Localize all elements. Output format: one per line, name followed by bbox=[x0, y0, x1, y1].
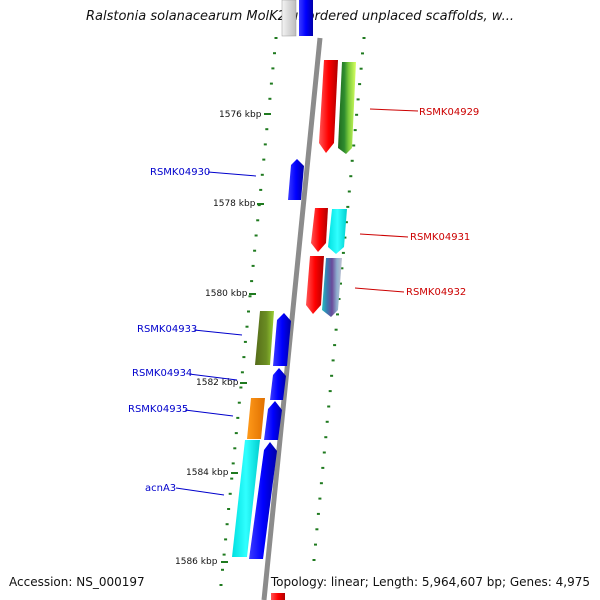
gene-partial-bottom bbox=[271, 593, 285, 600]
gene-arrow-rsmk04935[interactable] bbox=[247, 398, 282, 440]
gene-label-rsmk04933[interactable]: RSMK04933 bbox=[137, 324, 197, 335]
scale-label-1576: 1576 kbp bbox=[219, 110, 262, 120]
topology-text: Topology: linear; Length: 5,964,607 bp; … bbox=[270, 575, 590, 589]
scale-ticks bbox=[221, 113, 271, 563]
scale-label-1586: 1586 kbp bbox=[175, 557, 218, 567]
gene-label-rsmk04932[interactable]: RSMK04932 bbox=[406, 287, 466, 298]
gene-partial-top bbox=[281, 0, 313, 37]
gene-label-rsmk04934[interactable]: RSMK04934 bbox=[132, 368, 192, 379]
left-tick-track bbox=[219, 37, 278, 586]
right-tick-track bbox=[312, 37, 366, 561]
gene-arrow-acna3[interactable] bbox=[232, 440, 277, 559]
chromosome-backbone bbox=[261, 37, 323, 600]
gene-label-rsmk04931[interactable]: RSMK04931 bbox=[410, 232, 470, 243]
scale-label-1582: 1582 kbp bbox=[196, 378, 239, 388]
scale-label-1578: 1578 kbp bbox=[213, 199, 256, 209]
gene-arrow-rsmk04929[interactable] bbox=[319, 60, 356, 154]
gene-arrow-rsmk04934[interactable] bbox=[270, 368, 286, 400]
gene-arrow-rsmk04932[interactable] bbox=[306, 256, 342, 317]
scale-labels: 1576 kbp 1578 kbp 1580 kbp 1582 kbp 1584… bbox=[175, 110, 262, 567]
gene-label-rsmk04929[interactable]: RSMK04929 bbox=[419, 107, 479, 118]
gene-label-acna3[interactable]: acnA3 bbox=[145, 483, 176, 494]
gene-arrow-rsmk04933[interactable] bbox=[255, 311, 291, 366]
accession-text: Accession: NS_000197 bbox=[9, 575, 145, 589]
gene-label-rsmk04935[interactable]: RSMK04935 bbox=[128, 404, 188, 415]
scale-label-1584: 1584 kbp bbox=[186, 468, 229, 478]
scale-label-1580: 1580 kbp bbox=[205, 289, 248, 299]
gene-arrow-rsmk04930[interactable] bbox=[288, 159, 304, 200]
gene-labels: RSMK04929 RSMK04930 RSMK04931 RSMK04932 … bbox=[128, 107, 479, 496]
gene-label-rsmk04930[interactable]: RSMK04930 bbox=[150, 167, 210, 178]
gene-arrow-rsmk04931[interactable] bbox=[311, 208, 347, 254]
